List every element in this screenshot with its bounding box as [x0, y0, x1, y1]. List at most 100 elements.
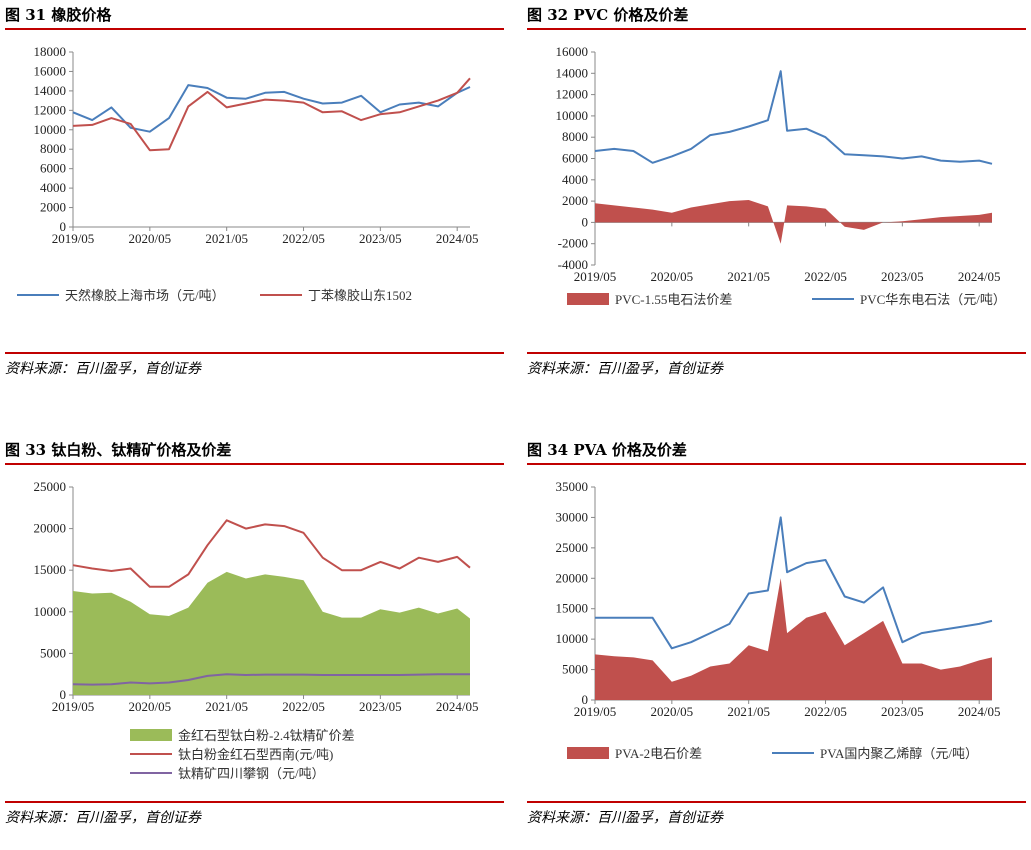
x-tick-label: 2020/05: [129, 699, 172, 714]
x-tick-label: 2024/05: [958, 269, 1001, 284]
legend-label: 丁苯橡胶山东1502: [308, 288, 412, 303]
title-rule: [5, 28, 504, 30]
y-tick-label: 15000: [556, 601, 589, 616]
legend-label: 天然橡胶上海市场（元/吨）: [65, 288, 225, 303]
x-tick-label: 2019/05: [52, 231, 95, 246]
legend-label: 金红石型钛白粉-2.4钛精矿价差: [178, 728, 355, 743]
x-tick-label: 2019/05: [574, 704, 617, 719]
x-tick-label: 2021/05: [727, 704, 770, 719]
y-tick-label: 5000: [562, 662, 588, 677]
y-tick-label: 8000: [562, 129, 588, 144]
legend-swatch: [130, 729, 172, 741]
y-tick-label: 6000: [40, 161, 66, 176]
y-tick-label: 14000: [556, 65, 589, 80]
y-tick-label: -4000: [558, 257, 588, 272]
x-tick-label: 2024/05: [436, 699, 479, 714]
y-tick-label: 15000: [34, 562, 67, 577]
x-tick-label: 2022/05: [282, 699, 325, 714]
y-tick-label: 14000: [34, 83, 67, 98]
y-tick-label: 12000: [556, 87, 589, 102]
panel-title: 图 34 PVA 价格及价差: [527, 441, 687, 459]
y-tick-label: 2000: [562, 193, 588, 208]
series-0-area: [73, 571, 470, 695]
source-rule: [5, 352, 504, 354]
x-tick-label: 2021/05: [205, 231, 248, 246]
panel-pva-price: 图 34 PVA 价格及价差 0 5000 10000 15000 20000 25000…: [527, 435, 1026, 850]
y-tick-label: 20000: [34, 521, 67, 536]
source-note: 资料来源：百川盈孚，首创证券: [527, 810, 723, 826]
chart-pva-price: 0 5000 10000 15000 20000 25000 30000 35000 2019/…: [556, 479, 1001, 761]
y-tick-label: 10000: [556, 108, 589, 123]
x-tick-label: 2022/05: [804, 269, 847, 284]
legend-label: PVA国内聚乙烯醇（元/吨）: [820, 746, 978, 761]
y-tick-label: 12000: [34, 102, 67, 117]
source-note: 资料来源：百川盈孚，首创证券: [5, 361, 201, 377]
x-tick-label: 2024/05: [436, 231, 479, 246]
y-tick-label: 2000: [40, 200, 66, 215]
x-tick-label: 2020/05: [651, 269, 694, 284]
legend-label: PVC-1.55电石法价差: [615, 292, 732, 307]
series-0-area: [595, 200, 992, 244]
x-tick-label: 2023/05: [359, 231, 402, 246]
y-tick-label: 0: [582, 214, 589, 229]
x-tick-label: 2023/05: [881, 704, 924, 719]
source-rule: [5, 801, 504, 803]
x-tick-label: 2020/05: [129, 231, 172, 246]
panel-title: 图 32 PVC 价格及价差: [527, 6, 689, 24]
x-tick-label: 2021/05: [205, 699, 248, 714]
legend-label: PVC华东电石法（元/吨）: [860, 292, 1006, 307]
x-tick-label: 2022/05: [282, 231, 325, 246]
y-tick-label: 6000: [562, 151, 588, 166]
source-note: 资料来源：百川盈孚，首创证券: [527, 361, 723, 377]
y-tick-label: 8000: [40, 141, 66, 156]
y-tick-label: 5000: [40, 645, 66, 660]
series-1-line: [594, 70, 993, 165]
y-tick-label: 4000: [40, 180, 66, 195]
y-tick-label: 25000: [556, 540, 589, 555]
panel-title: 图 33 钛白粉、钛精矿价格及价差: [5, 441, 232, 459]
panel-titanium-price: 图 33 钛白粉、钛精矿价格及价差 0 5000 10000 15000 20000 25…: [5, 435, 504, 850]
legend-swatch: [567, 293, 609, 305]
chart-rubber-price: 0 2000 4000 6000 8000 10000 12000 14000 16000 180…: [17, 44, 479, 303]
source-rule: [527, 801, 1026, 803]
panel-pvc-price: 图 32 PVC 价格及价差 -4000 -2000 0 2000 4000 6000 80…: [527, 0, 1026, 415]
y-tick-label: 4000: [562, 172, 588, 187]
x-tick-label: 2023/05: [359, 699, 402, 714]
y-tick-label: 16000: [556, 44, 589, 59]
y-tick-label: 0: [582, 692, 589, 707]
source-note: 资料来源：百川盈孚，首创证券: [5, 810, 201, 826]
y-tick-label: 0: [60, 687, 67, 702]
y-tick-label: 35000: [556, 479, 589, 494]
x-tick-label: 2022/05: [804, 704, 847, 719]
y-tick-label: 0: [60, 219, 67, 234]
series-1-line: [72, 77, 471, 152]
title-rule: [527, 463, 1026, 465]
panel-title: 图 31 橡胶价格: [5, 6, 112, 24]
legend-swatch: [567, 747, 609, 759]
series-1-line: [595, 516, 993, 650]
series-2-line: [72, 673, 470, 686]
y-tick-label: 25000: [34, 479, 67, 494]
x-tick-label: 2021/05: [727, 269, 770, 284]
legend-label: 钛白粉金红石型西南(元/吨): [178, 747, 333, 762]
series-0-area: [595, 578, 992, 700]
panel-rubber-price: 图 31 橡胶价格 0 2000 4000 6000 8000 10000 12000 140…: [5, 0, 504, 415]
title-rule: [5, 463, 504, 465]
chart-titanium-price: 0 5000 10000 15000 20000 25000 2019/05 2020/05 2…: [34, 479, 479, 781]
series-0-line: [72, 84, 471, 133]
x-tick-label: 2023/05: [881, 269, 924, 284]
y-tick-label: 10000: [34, 604, 67, 619]
y-tick-label: 30000: [556, 509, 589, 524]
chart-pvc-price: -4000 -2000 0 2000 4000 6000 8000 10000 12000 140…: [556, 44, 1006, 307]
x-tick-label: 2019/05: [52, 699, 95, 714]
y-tick-label: 18000: [34, 44, 67, 59]
legend-label: PVA-2电石价差: [615, 746, 702, 761]
x-tick-label: 2020/05: [651, 704, 694, 719]
title-rule: [527, 28, 1026, 30]
source-rule: [527, 352, 1026, 354]
y-tick-label: 10000: [556, 631, 589, 646]
series-1-line: [72, 519, 471, 588]
y-tick-label: 20000: [556, 570, 589, 585]
y-tick-label: 16000: [34, 63, 67, 78]
x-tick-label: 2019/05: [574, 269, 617, 284]
